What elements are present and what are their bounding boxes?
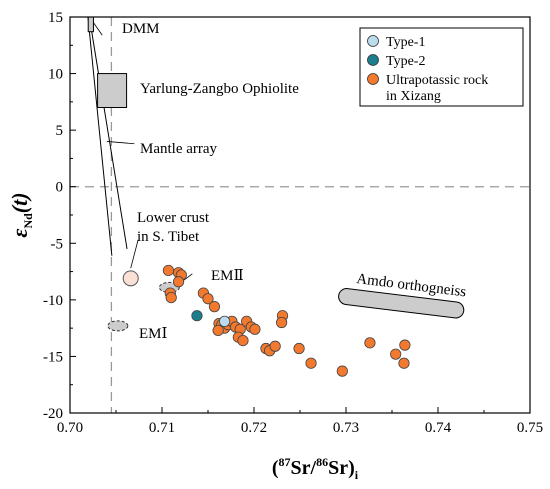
y-title-tail: (t) [7, 192, 32, 213]
data-point-s0-3 [172, 276, 185, 288]
x-tick-label-4: 0.74 [425, 420, 452, 436]
data-point-s0-5 [165, 291, 177, 304]
y-tick-label-7: -20 [43, 406, 63, 422]
y-axis-title: εNd(t) [7, 192, 35, 237]
annotation-em1: EMⅠ [139, 326, 168, 342]
ophiolite-field [97, 73, 128, 109]
mantle-array-leader [106, 141, 135, 145]
x-title-sup2: 86 [316, 455, 328, 469]
data-point-s0-26 [275, 316, 288, 329]
mantle-array-line-left [87, 16, 113, 256]
annotation-ophiolite: Yarlung-Zangbo Ophiolite [140, 81, 299, 97]
data-point-s2-0 [191, 310, 203, 322]
annotation-em2: EMⅡ [211, 268, 244, 284]
data-point-s0-31 [390, 348, 402, 360]
legend-label-type1: Type-1 [386, 35, 425, 50]
dmm-leader [93, 22, 103, 36]
y-tick-label-0: 15 [48, 10, 63, 26]
legend: Type-1 Type-2 Ultrapotassic rock in Xiza… [359, 27, 524, 107]
annotation-dmm: DMM [122, 21, 160, 37]
y-title-sub: Nd [21, 213, 35, 229]
y-tick-label-5: -10 [43, 293, 63, 309]
data-point-s0-0 [162, 264, 175, 277]
legend-marker-ultrapotassic [367, 73, 379, 85]
legend-label-ultrapotassic-line1: Ultrapotassic rock [386, 73, 488, 88]
y-tick-label-1: 10 [48, 67, 63, 83]
x-tick-label-0: 0.70 [57, 420, 83, 436]
x-tick-label-1: 0.71 [149, 420, 175, 436]
plot-area: 0.70 0.71 0.72 0.73 0.74 0.75 15 10 5 0 -5 -10 -15 -2… [43, 10, 543, 436]
y-tick-label-3: 0 [56, 180, 64, 196]
x-title-sub: i [355, 468, 359, 482]
x-title-open: ( [272, 457, 279, 479]
x-title-mid2: Sr) [328, 457, 355, 479]
data-point-s0-29 [336, 365, 348, 377]
em1-field [107, 320, 129, 332]
x-tick-label-5: 0.75 [517, 420, 543, 436]
data-point-s0-21 [237, 334, 249, 347]
annotation-mantle-array: Mantle array [140, 141, 218, 157]
data-point-s0-33 [398, 357, 410, 369]
data-point-s0-24 [269, 340, 281, 352]
x-title-sup1: 87 [279, 455, 291, 469]
x-tick-label-3: 0.73 [333, 420, 359, 436]
data-point-s0-32 [399, 339, 411, 351]
data-point-s0-19 [249, 323, 261, 335]
data-point-s0-7 [202, 293, 214, 305]
y-title-main: ε [7, 229, 32, 238]
y-tick-label-2: 5 [56, 123, 64, 139]
legend-marker-type2 [367, 54, 379, 66]
amdo-field [338, 288, 465, 319]
data-point-s0-30 [364, 337, 376, 349]
data-point-s1-0 [218, 315, 231, 327]
y-tick-label-6: -15 [43, 349, 63, 365]
x-tick-label-2: 0.72 [241, 420, 267, 436]
lower-crust-leader [130, 239, 139, 269]
data-point-s0-12 [212, 324, 224, 337]
x-axis-title: (87Sr/86Sr)i [272, 455, 359, 482]
legend-box [359, 27, 524, 107]
legend-label-ultrapotassic-line2: in Xizang [386, 89, 441, 104]
data-point-s0-8 [208, 301, 221, 313]
legend-marker-type1 [367, 35, 379, 47]
lower-crust-line1: Lower crust [137, 210, 210, 226]
legend-label-ultrapotassic: Ultrapotassic rock in Xizang [386, 73, 492, 104]
legend-label-type2: Type-2 [386, 54, 425, 69]
data-point-s0-28 [305, 357, 317, 369]
annotation-lower-crust: Lower crust in S. Tibet [137, 210, 213, 245]
y-tick-label-4: -5 [51, 236, 64, 252]
dmm-field [87, 16, 94, 33]
x-title-mid1: Sr/ [291, 457, 317, 479]
mantle-array-line-right [88, 16, 128, 250]
lower-crust-circle [122, 270, 139, 287]
lower-crust-line2: in S. Tibet [137, 229, 200, 245]
data-point-s0-27 [293, 342, 305, 355]
